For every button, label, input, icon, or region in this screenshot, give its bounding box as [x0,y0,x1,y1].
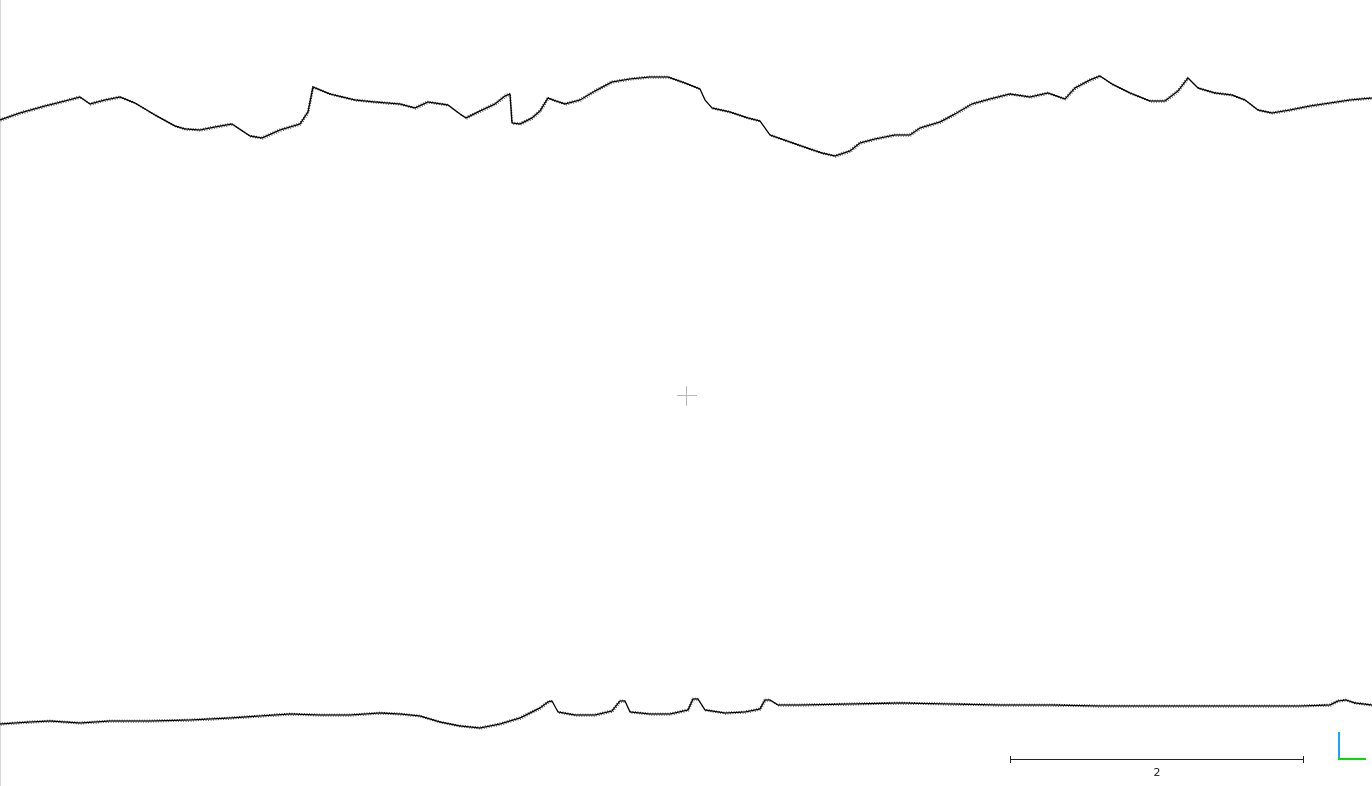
scale-bar: 2 [1010,754,1304,782]
scale-bar-tick-right [1303,756,1304,763]
view-center-crosshair [677,386,697,406]
viewport-border [0,0,1,786]
bottom-profile-trace-0 [0,698,1372,729]
top-profile-trace-0 [0,75,1372,157]
y-axis-indicator [1338,732,1340,760]
top-profile-trace-2 [0,74,1372,156]
x-axis-indicator [1338,758,1366,760]
axis-triad-icon [1336,732,1366,762]
top-profile-trace-1 [0,76,1372,158]
bottom-profile-trace-2 [0,697,1372,728]
top-profile-points [0,74,1372,158]
scale-bar-tick-left [1010,756,1011,763]
bottom-profile-trace-1 [0,699,1372,730]
scale-bar-line [1010,759,1304,760]
scale-bar-label: 2 [1153,766,1161,779]
bottom-profile-points [0,697,1372,730]
